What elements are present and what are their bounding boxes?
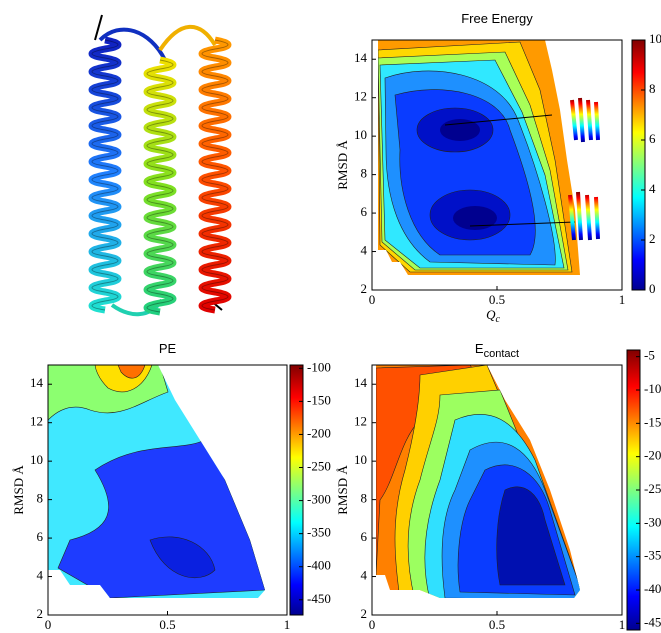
colorbar-tick-label: -300: [307, 492, 331, 507]
colorbar-tick-label: -250: [307, 458, 331, 473]
y-axis-label: RMSD Å: [11, 465, 26, 515]
inset-structures: [444, 97, 600, 241]
colorbar-tick-label: 8: [649, 81, 656, 96]
colorbar-tick-label: -100: [307, 359, 331, 374]
colorbar-tick-label: 0: [649, 281, 656, 296]
colorbar-tick-label: -10: [644, 381, 661, 396]
helix: [198, 36, 232, 314]
chart-title: Econtact: [475, 341, 519, 359]
protein-structure: [88, 14, 232, 317]
colorbar-tick-label: -450: [307, 591, 331, 606]
y-tick-label: 12: [354, 414, 367, 429]
colorbar-tick-label: 4: [649, 181, 656, 196]
x-tick-label: 0.5: [159, 617, 175, 632]
chart-title-main: E: [475, 341, 484, 356]
y-tick-label: 8: [361, 491, 368, 506]
y-tick-label: 6: [361, 529, 368, 544]
colorbar-tick-label: -400: [307, 558, 331, 573]
colorbar-tick-label: -25: [644, 481, 661, 496]
colorbar-tick-label: -45: [644, 614, 661, 629]
x-axis-label-sub: c: [495, 314, 500, 325]
colorbar-tick-label: 6: [649, 131, 656, 146]
y-tick-label: 14: [30, 375, 44, 390]
x-tick-label: 1: [619, 617, 626, 632]
x-axis-label: Qc: [486, 632, 500, 633]
colorbar-tick-label: -40: [644, 581, 661, 596]
x-axis-label-main: Q: [486, 307, 496, 322]
colorbar-tick-label: -35: [644, 548, 661, 563]
x-tick-label: 0: [45, 617, 52, 632]
x-axis-label: Qc: [486, 307, 500, 325]
x-tick-label: 0.5: [489, 292, 505, 307]
helix: [88, 36, 122, 314]
x-axis-label-main: Q: [157, 632, 167, 633]
y-tick-label: 10: [354, 452, 367, 467]
chart-title: PE: [159, 341, 177, 356]
y-tick-label: 8: [361, 166, 368, 181]
y-tick-label: 8: [37, 491, 44, 506]
helix-edge: [201, 39, 229, 311]
helix-edge: [146, 59, 174, 313]
y-tick-label: 6: [37, 529, 44, 544]
y-tick-label: 6: [361, 204, 368, 219]
x-tick-label: 1: [284, 617, 291, 632]
y-tick-label: 12: [354, 89, 367, 104]
colorbar-tick-label: -150: [307, 392, 331, 407]
colorbar-tick-label: -5: [644, 348, 655, 363]
contour-fill: [376, 365, 580, 598]
y-tick-label: 14: [354, 50, 368, 65]
x-tick-label: 0: [369, 292, 376, 307]
x-tick-label: 0: [369, 617, 376, 632]
y-tick-label: 14: [354, 375, 368, 390]
colorbar: [289, 364, 304, 616]
y-axis-label: RMSD Å: [335, 465, 350, 515]
y-tick-label: 12: [30, 414, 43, 429]
x-tick-label: 1: [619, 292, 626, 307]
y-tick-label: 2: [361, 281, 368, 296]
y-tick-label: 4: [361, 243, 368, 258]
helix-edge: [91, 39, 119, 311]
colorbar-tick-label: -30: [644, 514, 661, 529]
colorbar-tick-label: -20: [644, 448, 661, 463]
helix: [143, 56, 177, 316]
colorbar: [631, 39, 646, 291]
colorbar-tick-label: -15: [644, 414, 661, 429]
chart-title: Free Energy: [461, 11, 533, 26]
contour-fill: [378, 40, 580, 275]
x-tick-label: 0.5: [489, 617, 505, 632]
y-tick-label: 4: [37, 568, 44, 583]
colorbar-tick-label: -200: [307, 425, 331, 440]
y-tick-label: 10: [30, 452, 43, 467]
x-axis-label: Qc: [157, 632, 171, 633]
chart-title-sub: contact: [484, 348, 519, 360]
y-tick-label: 2: [37, 606, 44, 621]
colorbar-tick-label: 2: [649, 231, 656, 246]
y-axis-label: RMSD Å: [335, 140, 350, 190]
x-axis-label-main: Q: [486, 632, 496, 633]
chart-title-main: Free Energy: [461, 11, 533, 26]
colorbar-tick-label: 10: [649, 31, 661, 46]
y-tick-label: 4: [361, 568, 368, 583]
y-tick-label: 10: [354, 127, 367, 142]
contour-fill: [48, 365, 265, 598]
colorbar-tick-label: -350: [307, 525, 331, 540]
y-tick-label: 2: [361, 606, 368, 621]
chart-title-main: PE: [159, 341, 177, 356]
